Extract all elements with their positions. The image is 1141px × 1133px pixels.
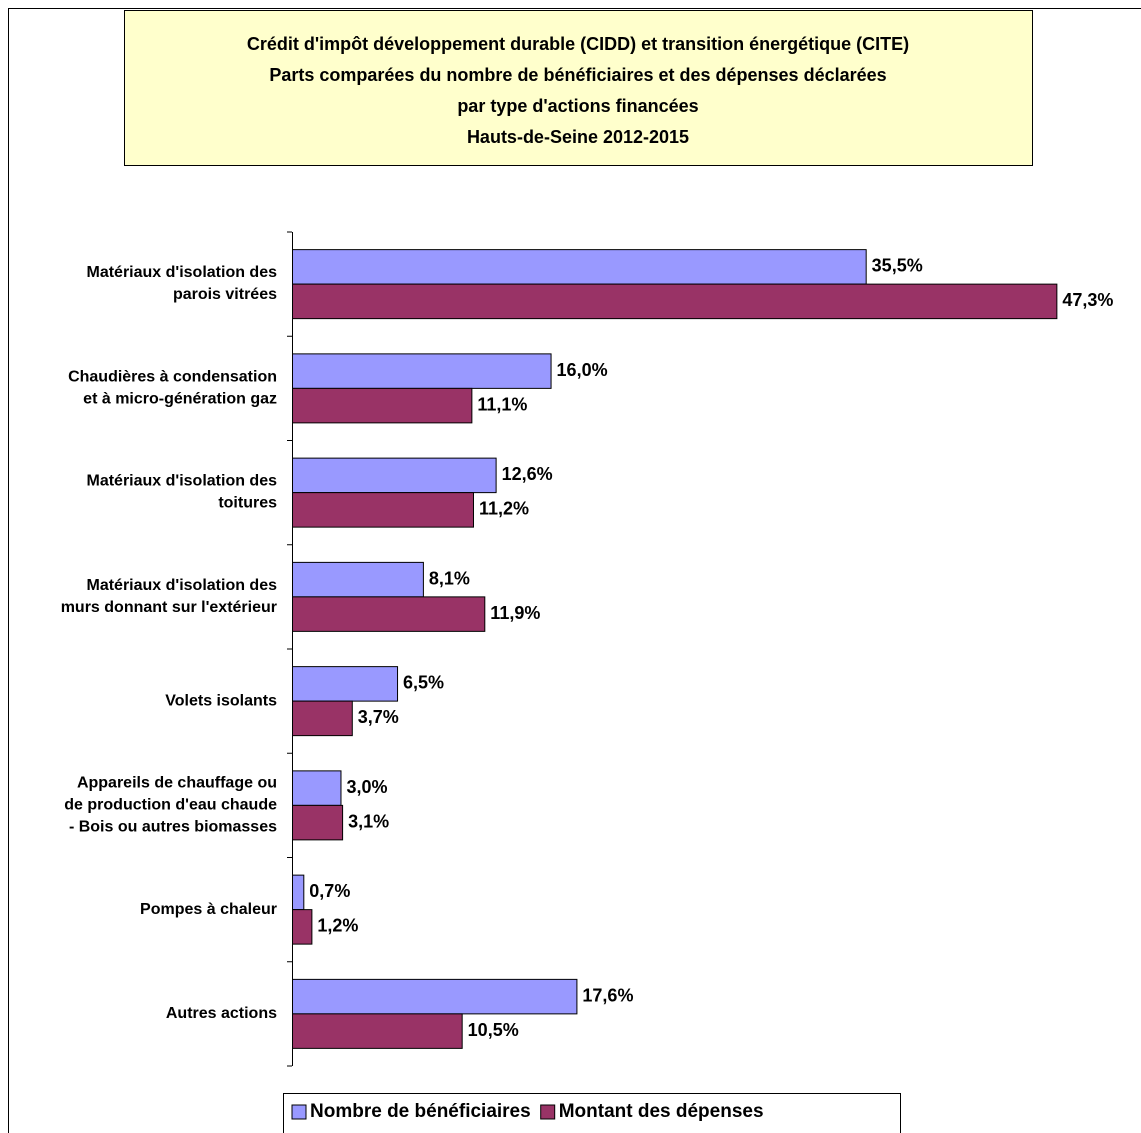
chart-title: par type d'actions financées	[457, 96, 698, 116]
value-label: 12,6%	[502, 464, 553, 484]
bar	[292, 978, 578, 1015]
legend-label: Nombre de bénéficiaires	[310, 1101, 531, 1122]
legend-swatch	[540, 1104, 556, 1120]
category-label: Chaudières à condensation et à micro-géné…	[68, 369, 277, 408]
legend-label: Montant des dépenses	[559, 1101, 764, 1122]
chart-title: Parts comparées du nombre de bénéficiair…	[269, 65, 886, 85]
value-label: 11,2%	[479, 499, 529, 519]
bar	[292, 457, 497, 494]
chart-frame	[8, 8, 1141, 1133]
value-label: 1,2%	[317, 916, 358, 936]
value-label: 8,1%	[429, 568, 470, 588]
legend-box	[283, 1093, 901, 1133]
bar	[292, 249, 867, 285]
bar	[292, 561, 424, 598]
value-label: 11,9%	[490, 603, 540, 623]
value-label: 16,0%	[557, 360, 608, 380]
value-label: 10,5%	[468, 1020, 519, 1040]
bar	[292, 596, 486, 632]
bar	[292, 492, 474, 528]
category-label: Matériaux d'isolation des murs donnant su…	[61, 577, 277, 616]
title-box	[124, 10, 1033, 166]
bar	[292, 283, 1058, 320]
value-label: 0,7%	[309, 881, 350, 901]
value-label: 3,7%	[358, 707, 399, 727]
bar	[292, 874, 305, 911]
value-label: 6,5%	[403, 673, 444, 693]
category-label: Matériaux d'isolation des toitures	[86, 473, 277, 512]
value-label: 11,1%	[477, 394, 527, 414]
bar	[292, 353, 552, 389]
value-label: 17,6%	[582, 985, 633, 1005]
category-label: Autres actions	[166, 1005, 277, 1022]
value-label: 3,0%	[346, 777, 387, 797]
bar	[292, 700, 353, 737]
category-label: Matériaux d'isolation des parois vitrées	[86, 264, 277, 303]
bar	[292, 666, 399, 702]
chart-title: Hauts-de-Seine 2012-2015	[467, 127, 689, 147]
category-label: Volets isolants	[165, 692, 277, 709]
bar	[292, 909, 313, 945]
value-label: 3,1%	[348, 811, 389, 831]
chart-title: Crédit d'impôt développement durable (CI…	[247, 34, 909, 54]
legend-swatch	[291, 1104, 307, 1120]
bar	[292, 770, 342, 806]
bar	[292, 1013, 463, 1049]
value-label: 35,5%	[872, 256, 923, 276]
bar	[292, 387, 473, 424]
category-label: Appareils de chauffage ou de production d…	[64, 775, 277, 836]
category-label: Pompes à chaleur	[140, 901, 277, 918]
bar	[292, 804, 344, 841]
value-label: 47,3%	[1062, 290, 1113, 310]
